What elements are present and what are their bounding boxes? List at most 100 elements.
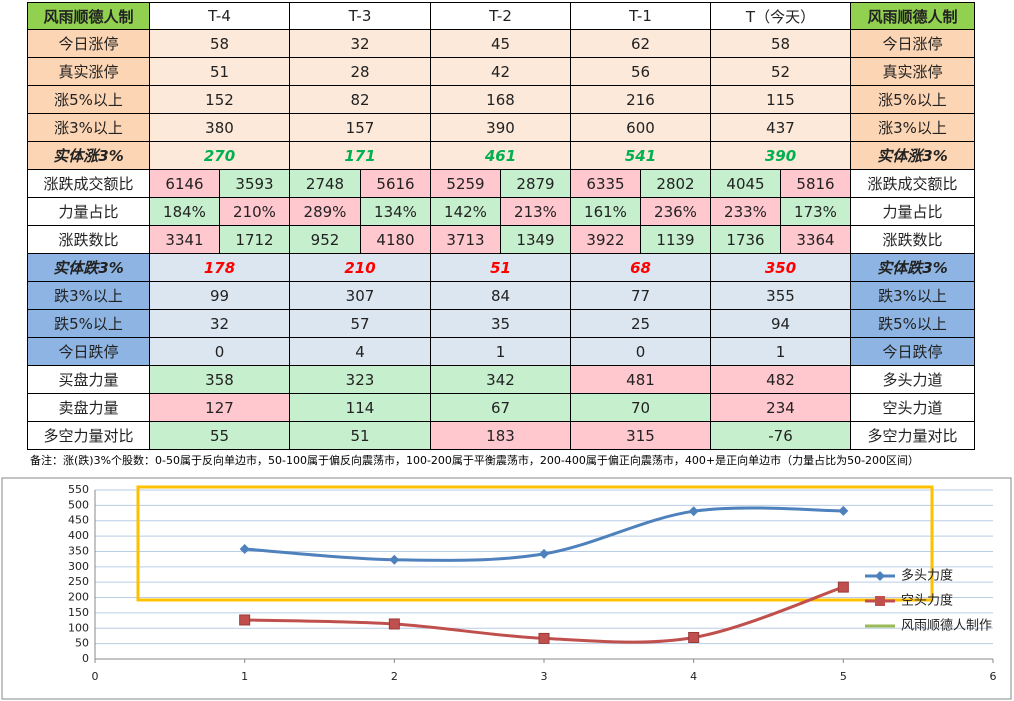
cell: 3713 <box>431 226 501 254</box>
note: 备注：涨(跌)3%个股数：0-50属于反向单边市，50-100属于偏反向震荡市，… <box>30 454 920 467</box>
cell: 51 <box>431 254 571 282</box>
cell: 289% <box>290 198 361 226</box>
cell: 28 <box>290 58 431 86</box>
cell: 173% <box>781 198 851 226</box>
cell: 142% <box>431 198 501 226</box>
cell: 270 <box>150 142 290 170</box>
cell: 42 <box>431 58 571 86</box>
cell: 236% <box>641 198 711 226</box>
row-label: 今日涨停 <box>27 30 150 58</box>
row-label: 涨跌成交额比 <box>27 170 150 198</box>
cell: 358 <box>150 366 290 394</box>
legend-label: 空头力度 <box>901 593 953 609</box>
x-tick-label: 4 <box>690 670 697 683</box>
x-tick-label: 5 <box>840 670 847 683</box>
y-tick-label: 100 <box>68 621 89 634</box>
row-label: 涨5%以上 <box>851 86 975 114</box>
header-label: 风雨顺德人制 <box>27 2 150 30</box>
cell: 68 <box>571 254 711 282</box>
y-tick-label: 500 <box>68 498 89 511</box>
cell: 390 <box>711 142 851 170</box>
y-tick-label: 50 <box>75 637 89 650</box>
y-tick-label: 150 <box>68 606 89 619</box>
cell: 77 <box>571 282 711 310</box>
cell: 94 <box>711 310 851 338</box>
cell: 6146 <box>150 170 220 198</box>
highlight-box <box>136 485 934 602</box>
cell: 952 <box>290 226 361 254</box>
cell: 4045 <box>711 170 781 198</box>
cell: 127 <box>150 394 290 422</box>
header-cell: T-3 <box>290 2 431 30</box>
legend-label: 多头力度 <box>901 568 953 584</box>
cell: 3593 <box>220 170 290 198</box>
row-label: 跌3%以上 <box>851 282 975 310</box>
cell: 183 <box>431 422 571 450</box>
row-label: 涨5%以上 <box>27 86 150 114</box>
cell: 210 <box>290 254 431 282</box>
cell: 134% <box>361 198 431 226</box>
marker <box>388 618 400 630</box>
cell: 0 <box>150 338 290 366</box>
cell: 114 <box>290 394 431 422</box>
cell: 157 <box>290 114 431 142</box>
x-tick-label: 6 <box>990 670 997 683</box>
row-label: 空头力道 <box>851 394 975 422</box>
cell: 51 <box>150 58 290 86</box>
cell: 62 <box>571 30 711 58</box>
cell: 184% <box>150 198 220 226</box>
cell: 82 <box>290 86 431 114</box>
marker <box>837 581 849 593</box>
row-label: 力量占比 <box>27 198 150 226</box>
cell: 52 <box>711 58 851 86</box>
row-label: 多空力量对比 <box>851 422 975 450</box>
cell: 32 <box>150 310 290 338</box>
marker <box>838 505 849 516</box>
x-tick-label: 1 <box>241 670 248 683</box>
y-tick-label: 400 <box>68 529 89 542</box>
cell: 171 <box>290 142 431 170</box>
row-label: 实体涨3% <box>27 142 150 170</box>
row-label: 力量占比 <box>851 198 975 226</box>
row-label: 买盘力量 <box>27 366 150 394</box>
y-tick-label: 250 <box>68 575 89 588</box>
row-label: 今日涨停 <box>851 30 975 58</box>
cell: 437 <box>711 114 851 142</box>
cell: 1139 <box>641 226 711 254</box>
header-label: 风雨顺德人制 <box>851 2 975 30</box>
row-label: 多空力量对比 <box>27 422 150 450</box>
cell: 5616 <box>361 170 431 198</box>
cell: 25 <box>571 310 711 338</box>
cell: 210% <box>220 198 290 226</box>
row-label: 实体跌3% <box>27 254 150 282</box>
row-label: 今日跌停 <box>27 338 150 366</box>
cell: 67 <box>431 394 571 422</box>
row-label: 涨跌成交额比 <box>851 170 975 198</box>
cell: 355 <box>711 282 851 310</box>
cell: 84 <box>431 282 571 310</box>
header-cell: T-2 <box>431 2 571 30</box>
cell: 0 <box>571 338 711 366</box>
cell: 541 <box>571 142 711 170</box>
cell: 1712 <box>220 226 290 254</box>
cell: 1 <box>431 338 571 366</box>
cell: 350 <box>711 254 851 282</box>
cell: 213% <box>501 198 571 226</box>
row-label: 多头力道 <box>851 366 975 394</box>
cell: 5816 <box>781 170 851 198</box>
marker <box>389 554 400 565</box>
cell: 1 <box>711 338 851 366</box>
y-tick-label: 0 <box>82 652 89 665</box>
cell: 3922 <box>571 226 641 254</box>
cell: 481 <box>571 366 711 394</box>
marker <box>239 614 251 626</box>
legend-marker <box>875 596 885 606</box>
cell: 1349 <box>501 226 571 254</box>
cell: 216 <box>571 86 711 114</box>
y-tick-label: 550 <box>68 483 89 496</box>
row-label: 真实涨停 <box>27 58 150 86</box>
row-label: 跌5%以上 <box>27 310 150 338</box>
y-tick-label: 300 <box>68 560 89 573</box>
cell: 380 <box>150 114 290 142</box>
